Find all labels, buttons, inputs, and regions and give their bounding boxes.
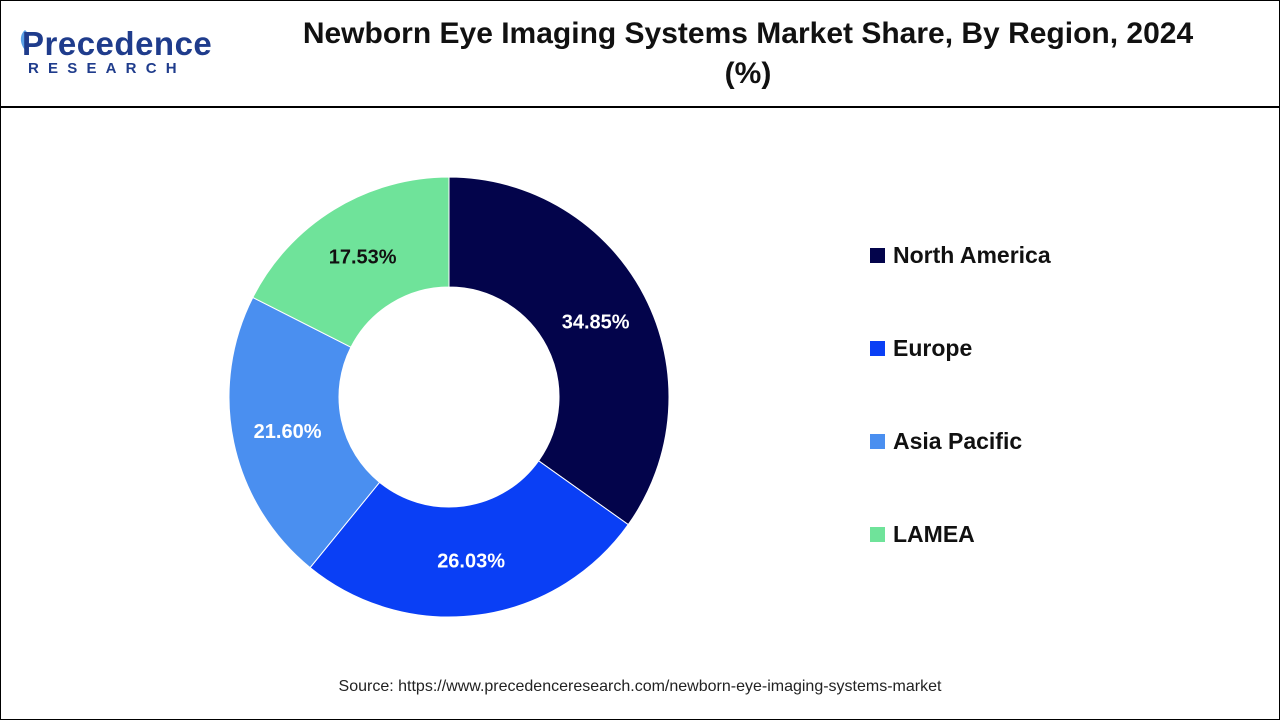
leaf-icon bbox=[20, 30, 30, 50]
slice-lamea bbox=[252, 176, 450, 348]
legend-swatch bbox=[870, 340, 885, 356]
header: Precedence RESEARCH Newborn Eye Imaging … bbox=[0, 0, 1280, 108]
data-label-lamea: 17.53% bbox=[329, 246, 397, 268]
legend-item-north-america: North America bbox=[870, 240, 1051, 270]
legend-item-asia-pacific: Asia Pacific bbox=[870, 426, 1022, 456]
source-note: Source: https://www.precedenceresearch.c… bbox=[338, 678, 942, 695]
legend-swatch bbox=[870, 526, 885, 542]
legend-label: Europe bbox=[893, 334, 973, 361]
legend-label: North America bbox=[893, 241, 1051, 268]
legend-swatch bbox=[870, 247, 885, 263]
brand-name: Precedence bbox=[22, 25, 213, 62]
legend-label: LAMEA bbox=[893, 520, 975, 547]
data-label-asia-pacific: 21.60% bbox=[254, 421, 322, 443]
slice-asia-pacific bbox=[228, 296, 381, 569]
legend-label: Asia Pacific bbox=[893, 427, 1023, 454]
slice-europe bbox=[309, 460, 629, 618]
chart-title: Newborn Eye Imaging Systems Market Share… bbox=[302, 17, 1194, 90]
brand-sub: RESEARCH bbox=[28, 60, 186, 77]
legend-item-europe: Europe bbox=[870, 333, 972, 363]
data-label-europe: 26.03% bbox=[437, 551, 505, 573]
legend-item-lamea: LAMEA bbox=[870, 519, 975, 549]
brand-logo: Precedence RESEARCH bbox=[20, 25, 222, 82]
data-label-north-america: 34.85% bbox=[562, 311, 630, 333]
legend-swatch bbox=[870, 433, 885, 449]
donut-chart: 34.85% 26.03% 21.60% 17.53% bbox=[228, 176, 670, 618]
slice-north-america bbox=[448, 176, 670, 526]
